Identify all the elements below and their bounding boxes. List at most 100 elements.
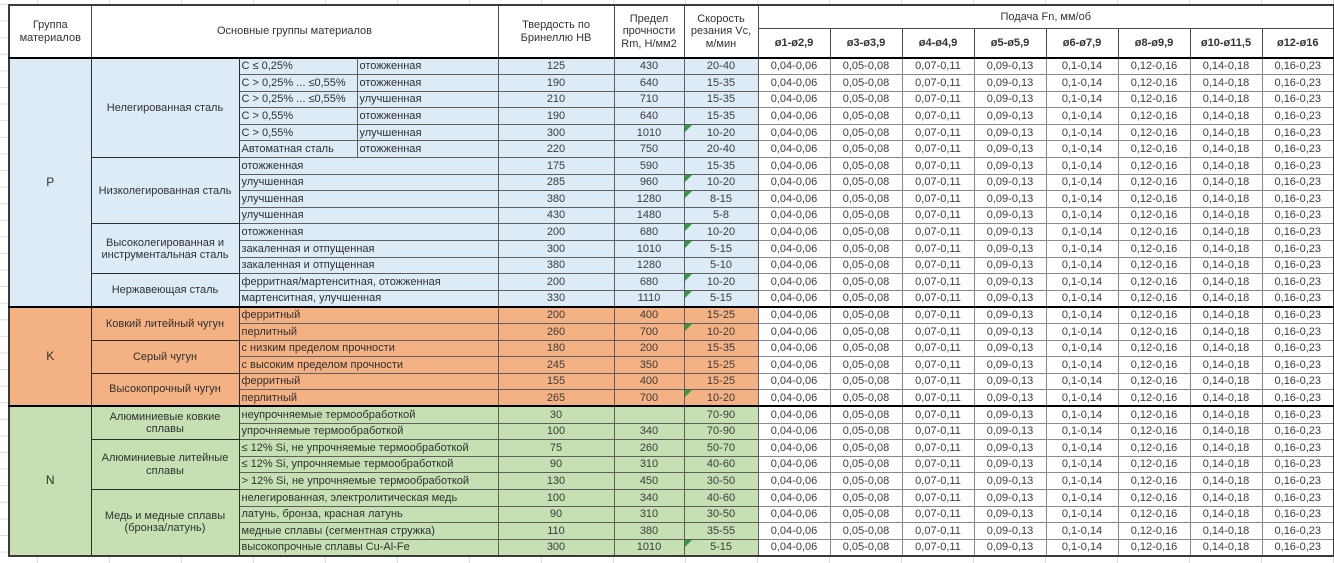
feed-cell[interactable]: 0,14-0,18 — [1189, 157, 1263, 175]
feed-cell[interactable]: 0,04-0,06 — [757, 273, 831, 291]
feed-cell[interactable]: 0,16-0,23 — [1261, 173, 1334, 192]
feed-cell[interactable]: 0,05-0,08 — [829, 223, 903, 242]
feed-cell[interactable]: 0,05-0,08 — [829, 389, 903, 407]
material-desc-cell[interactable]: высокопрочные сплавы Cu-Al-Fe — [238, 538, 499, 557]
feed-cell[interactable]: 0,09-0,13 — [973, 107, 1047, 125]
feed-cell[interactable]: 0,05-0,08 — [829, 173, 903, 192]
material-desc-cell[interactable]: закаленная и отпущенная — [238, 256, 499, 275]
feed-cell[interactable]: 0,04-0,06 — [757, 339, 831, 358]
feed-cell[interactable]: 0,12-0,16 — [1117, 488, 1191, 507]
hardness-cell[interactable]: 380 — [497, 256, 615, 275]
hardness-cell[interactable]: 190 — [497, 107, 615, 125]
hardness-cell[interactable]: 90 — [497, 455, 615, 474]
feed-cell[interactable]: 0,09-0,13 — [973, 157, 1047, 175]
cutting-speed-cell[interactable]: 5-8 — [683, 206, 759, 225]
cutting-speed-cell[interactable]: 5-15 — [683, 240, 759, 258]
feed-cell[interactable]: 0,05-0,08 — [829, 190, 903, 208]
strength-cell[interactable]: 1010 — [613, 538, 685, 557]
feed-cell[interactable]: 0,1-0,14 — [1045, 339, 1119, 358]
feed-cell[interactable]: 0,07-0,11 — [901, 140, 975, 159]
feed-cell[interactable]: 0,16-0,23 — [1261, 74, 1334, 92]
feed-cell[interactable]: 0,1-0,14 — [1045, 173, 1119, 192]
feed-cell[interactable]: 0,12-0,16 — [1117, 123, 1191, 142]
feed-cell[interactable]: 0,07-0,11 — [901, 107, 975, 125]
feed-cell[interactable]: 0,09-0,13 — [973, 323, 1047, 341]
feed-cell[interactable]: 0,04-0,06 — [757, 90, 831, 109]
strength-cell[interactable]: 340 — [613, 422, 685, 441]
feed-cell[interactable]: 0,1-0,14 — [1045, 289, 1119, 308]
feed-cell[interactable]: 0,05-0,08 — [829, 472, 903, 490]
feed-cell[interactable]: 0,05-0,08 — [829, 505, 903, 524]
material-desc-cell[interactable]: ферритная/мартенситная, отожженная — [238, 273, 499, 291]
feed-cell[interactable]: 0,09-0,13 — [973, 372, 1047, 391]
cutting-speed-cell[interactable]: 10-20 — [683, 123, 759, 142]
material-subgroup-cell[interactable]: Высокопрочный чугун — [90, 372, 240, 407]
feed-cell[interactable]: 0,05-0,08 — [829, 422, 903, 441]
hardness-cell[interactable]: 175 — [497, 157, 615, 175]
feed-cell[interactable]: 0,07-0,11 — [901, 455, 975, 474]
hardness-cell[interactable]: 285 — [497, 173, 615, 192]
feed-cell[interactable]: 0,1-0,14 — [1045, 372, 1119, 391]
feed-cell[interactable]: 0,04-0,06 — [757, 472, 831, 490]
feed-cell[interactable]: 0,04-0,06 — [757, 488, 831, 507]
hardness-cell[interactable]: 260 — [497, 323, 615, 341]
feed-cell[interactable]: 0,1-0,14 — [1045, 57, 1119, 76]
cutting-speed-cell[interactable]: 30-50 — [683, 472, 759, 490]
feed-cell[interactable]: 0,07-0,11 — [901, 422, 975, 441]
feed-cell[interactable]: 0,04-0,06 — [757, 505, 831, 524]
feed-cell[interactable]: 0,09-0,13 — [973, 405, 1047, 424]
feed-cell[interactable]: 0,12-0,16 — [1117, 339, 1191, 358]
feed-cell[interactable]: 0,09-0,13 — [973, 206, 1047, 225]
feed-cell[interactable]: 0,16-0,23 — [1261, 538, 1334, 557]
col-header-diameter-7[interactable]: ø10-ø11,5 — [1189, 27, 1263, 59]
feed-cell[interactable]: 0,16-0,23 — [1261, 305, 1334, 324]
material-desc-cell[interactable]: отожженная — [238, 223, 499, 242]
feed-cell[interactable]: 0,14-0,18 — [1189, 107, 1263, 125]
material-desc-cell[interactable]: ≤ 12% Si, упрочняемые термообработкой — [238, 455, 499, 474]
material-desc-cell[interactable]: упрочняемые термообработкой — [238, 422, 499, 441]
feed-cell[interactable]: 0,16-0,23 — [1261, 372, 1334, 391]
feed-cell[interactable]: 0,09-0,13 — [973, 74, 1047, 92]
feed-cell[interactable]: 0,05-0,08 — [829, 455, 903, 474]
feed-cell[interactable]: 0,04-0,06 — [757, 538, 831, 557]
feed-cell[interactable]: 0,07-0,11 — [901, 157, 975, 175]
feed-cell[interactable]: 0,12-0,16 — [1117, 372, 1191, 391]
feed-cell[interactable]: 0,14-0,18 — [1189, 223, 1263, 242]
feed-cell[interactable]: 0,07-0,11 — [901, 173, 975, 192]
strength-cell[interactable]: 200 — [613, 339, 685, 358]
cutting-speed-cell[interactable]: 20-40 — [683, 57, 759, 76]
strength-cell[interactable]: 310 — [613, 505, 685, 524]
material-subgroup-cell[interactable]: Низколегированная сталь — [90, 157, 240, 225]
feed-cell[interactable]: 0,04-0,06 — [757, 256, 831, 275]
material-desc-cell[interactable]: C > 0,25% ... ≤0,55% — [238, 74, 358, 92]
feed-cell[interactable]: 0,12-0,16 — [1117, 405, 1191, 424]
strength-cell[interactable]: 1280 — [613, 190, 685, 208]
strength-cell[interactable]: 700 — [613, 323, 685, 341]
feed-cell[interactable]: 0,14-0,18 — [1189, 356, 1263, 374]
material-desc-cell[interactable]: ферритный — [238, 372, 499, 391]
cutting-speed-cell[interactable]: 70-90 — [683, 405, 759, 424]
feed-cell[interactable]: 0,04-0,06 — [757, 405, 831, 424]
feed-cell[interactable]: 0,07-0,11 — [901, 538, 975, 557]
group-code-cell[interactable]: K — [8, 305, 92, 407]
feed-cell[interactable]: 0,1-0,14 — [1045, 522, 1119, 540]
feed-cell[interactable]: 0,12-0,16 — [1117, 455, 1191, 474]
feed-cell[interactable]: 0,04-0,06 — [757, 422, 831, 441]
hardness-cell[interactable]: 220 — [497, 140, 615, 159]
feed-cell[interactable]: 0,1-0,14 — [1045, 256, 1119, 275]
feed-cell[interactable]: 0,1-0,14 — [1045, 140, 1119, 159]
feed-cell[interactable]: 0,09-0,13 — [973, 538, 1047, 557]
feed-cell[interactable]: 0,04-0,06 — [757, 323, 831, 341]
feed-cell[interactable]: 0,05-0,08 — [829, 157, 903, 175]
material-desc-cell[interactable]: отожженная — [238, 157, 499, 175]
material-desc-cell[interactable]: улучшенная — [238, 206, 499, 225]
strength-cell[interactable]: 640 — [613, 107, 685, 125]
feed-cell[interactable]: 0,14-0,18 — [1189, 90, 1263, 109]
feed-cell[interactable]: 0,07-0,11 — [901, 372, 975, 391]
feed-cell[interactable]: 0,1-0,14 — [1045, 74, 1119, 92]
feed-cell[interactable]: 0,07-0,11 — [901, 256, 975, 275]
feed-cell[interactable]: 0,12-0,16 — [1117, 522, 1191, 540]
feed-cell[interactable]: 0,14-0,18 — [1189, 339, 1263, 358]
feed-cell[interactable]: 0,1-0,14 — [1045, 405, 1119, 424]
condition-cell[interactable]: отожженная — [356, 74, 499, 92]
